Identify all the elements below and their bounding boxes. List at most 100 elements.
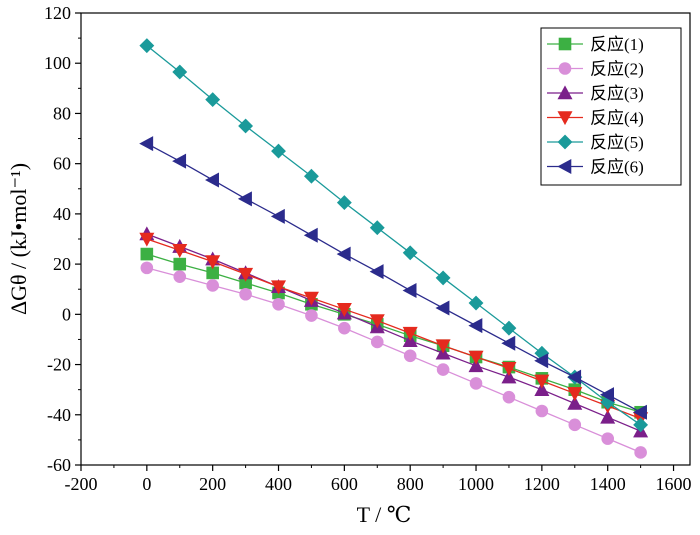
legend-marker xyxy=(557,158,572,175)
legend-marker xyxy=(558,62,572,75)
data-point xyxy=(435,300,450,316)
legend-item-3: 反应(3) xyxy=(547,84,644,103)
legend-label: 反应(3) xyxy=(590,84,644,103)
data-point xyxy=(534,382,550,396)
legend-item-1: 反应(1) xyxy=(547,35,644,54)
data-point xyxy=(402,326,418,341)
data-point xyxy=(140,247,154,261)
data-point xyxy=(139,136,154,152)
x-tick-label: 800 xyxy=(397,474,424,494)
data-point xyxy=(402,245,418,261)
data-point xyxy=(305,309,318,322)
legend-marker xyxy=(557,134,573,150)
legend-item-2: 反应(2) xyxy=(547,60,644,79)
series-4 xyxy=(139,232,649,427)
data-point xyxy=(568,418,582,432)
series-line xyxy=(146,233,641,432)
y-tick-label: 20 xyxy=(53,254,71,274)
data-point xyxy=(468,295,484,311)
series-line xyxy=(146,267,641,454)
legend-item-4: 反应(4) xyxy=(547,109,644,128)
x-tick-label: 1200 xyxy=(524,474,560,494)
data-point xyxy=(369,264,384,280)
legend-label: 反应(2) xyxy=(590,60,644,79)
data-point xyxy=(271,280,287,295)
data-point xyxy=(205,255,221,270)
data-point xyxy=(173,270,187,283)
data-point xyxy=(402,282,417,298)
data-point xyxy=(304,168,319,184)
data-point xyxy=(338,321,351,335)
legend-marker xyxy=(558,37,572,51)
data-point xyxy=(468,358,484,373)
series-line xyxy=(146,253,641,413)
y-tick-label: 80 xyxy=(53,103,71,123)
series-layer xyxy=(139,38,649,459)
data-point xyxy=(303,291,319,306)
legend-box xyxy=(540,27,682,186)
y-tick-label: -20 xyxy=(47,355,71,375)
legend: 反应(1) 反应(2) 反应(3) 反应(4) 反应(5) 反应(6) xyxy=(540,27,682,186)
y-tick-label: 120 xyxy=(44,3,71,23)
series-5 xyxy=(139,38,649,433)
series-line xyxy=(146,45,641,426)
data-point xyxy=(600,387,615,403)
data-point xyxy=(534,353,549,369)
data-point xyxy=(436,363,450,376)
y-tick-label: 0 xyxy=(62,304,71,324)
data-point xyxy=(303,227,318,243)
y-axis-title: ΔGθ / (kJ•mol⁻¹) xyxy=(6,163,31,315)
data-point xyxy=(634,446,647,459)
x-tick-label: 600 xyxy=(331,474,358,494)
series-6 xyxy=(139,136,647,420)
data-point xyxy=(205,92,221,108)
x-tick-label: -200 xyxy=(65,474,98,494)
data-point xyxy=(567,395,583,410)
data-point xyxy=(369,314,385,329)
data-point xyxy=(205,172,219,188)
data-point xyxy=(271,143,286,159)
series-line xyxy=(146,238,641,420)
x-tick-label: 400 xyxy=(265,474,292,494)
y-tick-label: 40 xyxy=(53,204,71,224)
data-point xyxy=(468,350,484,365)
x-tick-label: 1600 xyxy=(656,474,692,494)
data-point xyxy=(501,369,517,384)
data-point xyxy=(140,261,154,275)
data-point xyxy=(501,335,516,351)
data-point xyxy=(270,208,285,224)
data-point xyxy=(567,387,583,402)
series-2 xyxy=(140,261,647,459)
legend-marker xyxy=(557,111,573,126)
x-tick-label: 1400 xyxy=(590,474,626,494)
x-tick-label: 0 xyxy=(142,474,151,494)
data-point xyxy=(403,349,417,363)
data-point xyxy=(435,339,451,354)
data-point xyxy=(468,318,483,334)
data-point xyxy=(633,417,649,433)
data-point xyxy=(206,279,219,292)
legend-item-5: 反应(5) xyxy=(547,133,644,152)
x-tick-label: 1000 xyxy=(458,474,494,494)
data-point xyxy=(632,404,647,420)
data-point xyxy=(534,374,550,389)
data-point xyxy=(172,153,187,169)
data-point xyxy=(139,232,155,247)
y-tick-label: -60 xyxy=(47,455,71,475)
data-point xyxy=(369,220,385,236)
data-point xyxy=(336,195,352,211)
y-tick-label: 60 xyxy=(53,154,71,174)
data-point xyxy=(139,38,155,54)
data-point xyxy=(238,267,254,282)
legend-label: 反应(6) xyxy=(590,158,644,177)
y-tick-label: 100 xyxy=(44,53,71,73)
legend-marker xyxy=(557,85,573,100)
data-point xyxy=(501,362,517,376)
data-point xyxy=(435,270,451,286)
data-point xyxy=(272,297,285,311)
data-point xyxy=(501,320,517,336)
data-point xyxy=(336,246,351,262)
data-point xyxy=(601,432,615,445)
